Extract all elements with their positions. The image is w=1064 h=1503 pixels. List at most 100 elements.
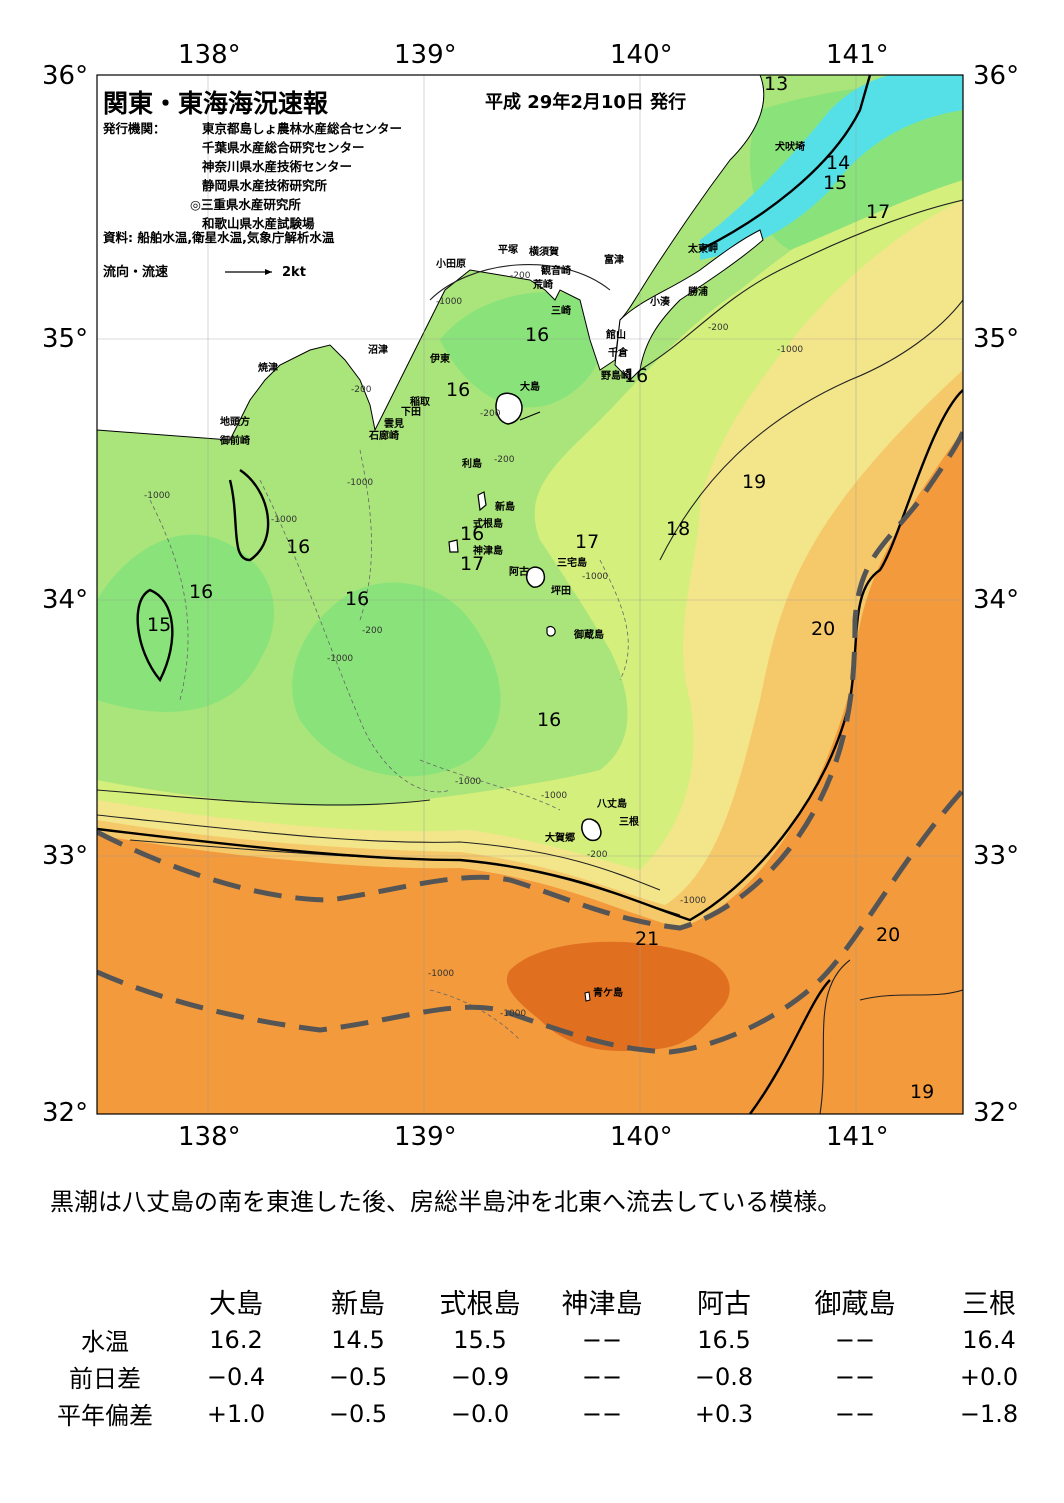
table-cell: 16.2 (209, 1325, 263, 1354)
publisher-list: 東京都島しょ農林水産総合センター 千葉県水産総合研究センター 神奈川県水産技術セ… (190, 119, 402, 233)
column-header: 三根 (962, 1289, 1016, 1320)
map-frame (96, 74, 964, 1115)
warm-core-aogashima (506, 941, 730, 1051)
table-row: 前日差 −0.4 −0.5 −0.9 −− −0.8 −− +0.0 (30, 1358, 1048, 1395)
oshima-island (495, 392, 523, 425)
isotherm-label: 17 (866, 201, 891, 223)
place-label: 焼津 (258, 363, 278, 374)
place-label: 太東岬 (688, 244, 718, 255)
publisher-item: 静岡県水産技術研究所 (202, 178, 328, 193)
cool-green-patch (97, 534, 275, 712)
depth-label: -1000 (777, 345, 804, 355)
place-label: 坪田 (551, 586, 571, 597)
table-cell: −0.9 (450, 1362, 510, 1391)
aogashima-island (584, 991, 591, 1002)
lat-label-right: 35° (973, 324, 1020, 354)
place-label: 犬吠埼 (775, 142, 805, 153)
table-cell: −− (581, 1399, 623, 1428)
place-label: 八丈島 (597, 799, 627, 810)
place-label: 稲取 (410, 397, 430, 408)
publisher-label: 発行機関： (103, 121, 166, 136)
column-header: 式根島 (439, 1289, 521, 1320)
place-label: 野島崎 (601, 371, 631, 382)
column-header: 御蔵島 (814, 1289, 896, 1320)
place-label: 下田 (401, 407, 421, 418)
depth-label: -200 (708, 323, 729, 333)
issue-date: 平成 29年2月10日 発行 (485, 92, 687, 113)
depth-label: -200 (587, 850, 608, 860)
depth-label: -1000 (500, 1009, 527, 1019)
depth-label: -1000 (541, 791, 568, 801)
table-cell: +0.3 (694, 1399, 754, 1428)
miyakejima-island (525, 566, 546, 588)
cool-green-patch-2 (292, 582, 501, 777)
depth-label: -1000 (680, 896, 707, 906)
row-label: 前日差 (69, 1365, 141, 1393)
place-label: 新島 (495, 502, 515, 513)
isotherm-label: 16 (189, 581, 214, 603)
place-label: 小湊 (650, 297, 670, 308)
table-corner (30, 1282, 180, 1321)
kuroshio-axis (97, 430, 963, 1055)
isotherm-label: 16 (525, 324, 550, 346)
table-cell: −− (581, 1325, 623, 1354)
lon-label-top: 139° (394, 40, 457, 70)
lat-label-left: 34° (42, 585, 89, 615)
isotherm-label: 16 (460, 523, 485, 545)
publisher-item: 千葉県水産総合研究センター (202, 140, 365, 155)
lon-label-bottom: 141° (826, 1122, 889, 1152)
depth-label: -1000 (144, 491, 171, 501)
column-header: 新島 (331, 1289, 385, 1320)
place-label: 地頭方 (220, 417, 250, 428)
place-label: 大賀郷 (545, 833, 575, 844)
lat-label-right: 32° (973, 1098, 1020, 1128)
column-header: 阿古 (697, 1289, 751, 1320)
place-label: 青ケ島 (593, 988, 623, 999)
place-label: 沼津 (368, 345, 388, 356)
table-row: 平年偏差 +1.0 −0.5 −0.0 −− +0.3 −− −1.8 (30, 1395, 1048, 1432)
data-source: 資料: 船舶水温,衛星水温,気象庁解析水温 (103, 230, 335, 245)
place-label: 式根島 (473, 519, 503, 530)
place-label: 阿古 (509, 567, 529, 578)
publisher-item: ◎三重県水産研究所 (190, 197, 301, 212)
lon-label-bottom: 139° (394, 1122, 457, 1152)
table-cell: +1.0 (206, 1399, 266, 1428)
depth-label: -1000 (271, 515, 298, 525)
map-title: 関東・東海海況速報 (103, 89, 329, 118)
lat-label-right: 34° (973, 585, 1020, 615)
place-label: 御前崎 (220, 436, 250, 447)
lat-label-left: 36° (42, 61, 89, 91)
table-header-row: 大島 新島 式根島 神津島 阿古 御蔵島 三根 (30, 1282, 1048, 1321)
place-label: 千倉 (608, 348, 628, 359)
table-cell: −0.4 (206, 1362, 266, 1391)
place-label: 荒崎 (533, 280, 553, 291)
hachijojima-island (581, 818, 602, 842)
place-label: 横須賀 (529, 247, 559, 258)
table-cell: −0.5 (328, 1362, 388, 1391)
depth-label: -1000 (455, 777, 482, 787)
column-header: 大島 (209, 1289, 263, 1320)
place-label: 館山 (606, 330, 626, 341)
row-label: 水温 (81, 1328, 129, 1356)
current-legend-scale: 2kt (282, 265, 306, 280)
place-label: 三宅島 (557, 558, 587, 569)
lat-label-left: 33° (42, 841, 89, 871)
depth-label: -1000 (347, 478, 374, 488)
isotherm-label: 14 (826, 152, 851, 174)
isotherm-label: 15 (823, 172, 848, 194)
table-cell: −− (581, 1362, 623, 1391)
table-cell: −− (834, 1362, 876, 1391)
place-label: 富津 (604, 255, 624, 266)
honshu-land (97, 75, 765, 441)
table-cell: −1.8 (959, 1399, 1019, 1428)
isotherm-label: 16 (537, 709, 562, 731)
isotherm-label: 17 (460, 553, 485, 575)
table-cell: 16.5 (697, 1325, 751, 1354)
table-cell: +0.0 (959, 1362, 1019, 1391)
place-label: 三根 (619, 817, 639, 828)
isotherm-label: 20 (811, 618, 836, 640)
table-cell: −− (834, 1399, 876, 1428)
publisher-item: 神奈川県水産技術センター (202, 159, 353, 174)
depth-label: -1000 (436, 297, 463, 307)
